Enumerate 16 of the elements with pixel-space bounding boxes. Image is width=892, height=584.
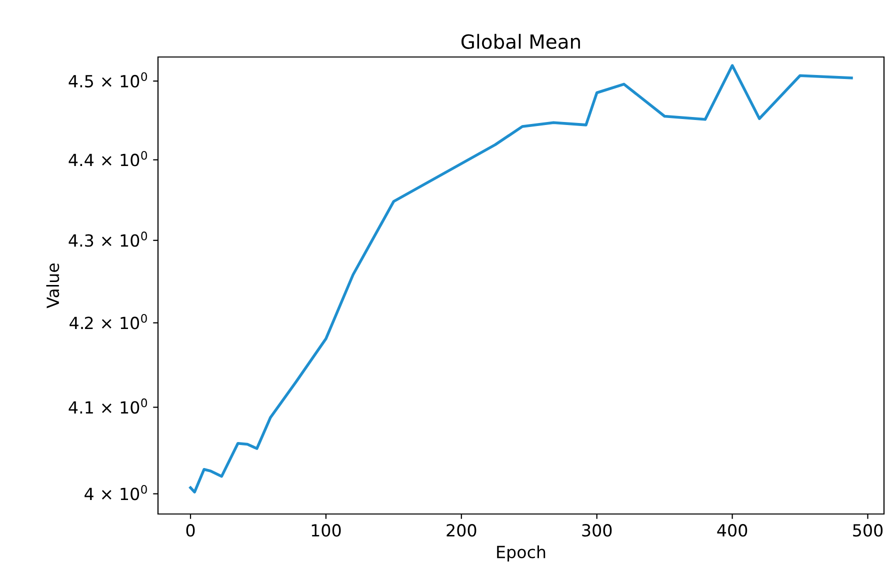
x-tick-label: 400 [717,524,748,537]
y-tick-label: 4.2 × 10$^{0}$ [70,314,147,330]
x-tick-label: 100 [312,524,341,537]
x-tick-label: 200 [446,524,476,537]
x-axis-title: Epoch [497,545,546,562]
y-tick-label: 4.4 × 10$^{0}$ [68,150,148,166]
y-tick-label: 4 × 10$^{0}$ [84,484,147,500]
y-tick-label: 4.3 × 10$^{0}$ [68,232,148,247]
y-axis-title: Value [46,264,60,308]
x-tick-label: 0 [186,524,195,537]
y-tick-label: 4.1 × 10$^{0}$ [68,398,148,414]
line-series [189,64,853,494]
x-tick-label: 300 [582,524,612,537]
chart-title: Global Mean [461,34,580,49]
x-tick-label: 500 [853,524,883,537]
y-tick-label: 4.5 × 10$^{0}$ [68,72,148,88]
